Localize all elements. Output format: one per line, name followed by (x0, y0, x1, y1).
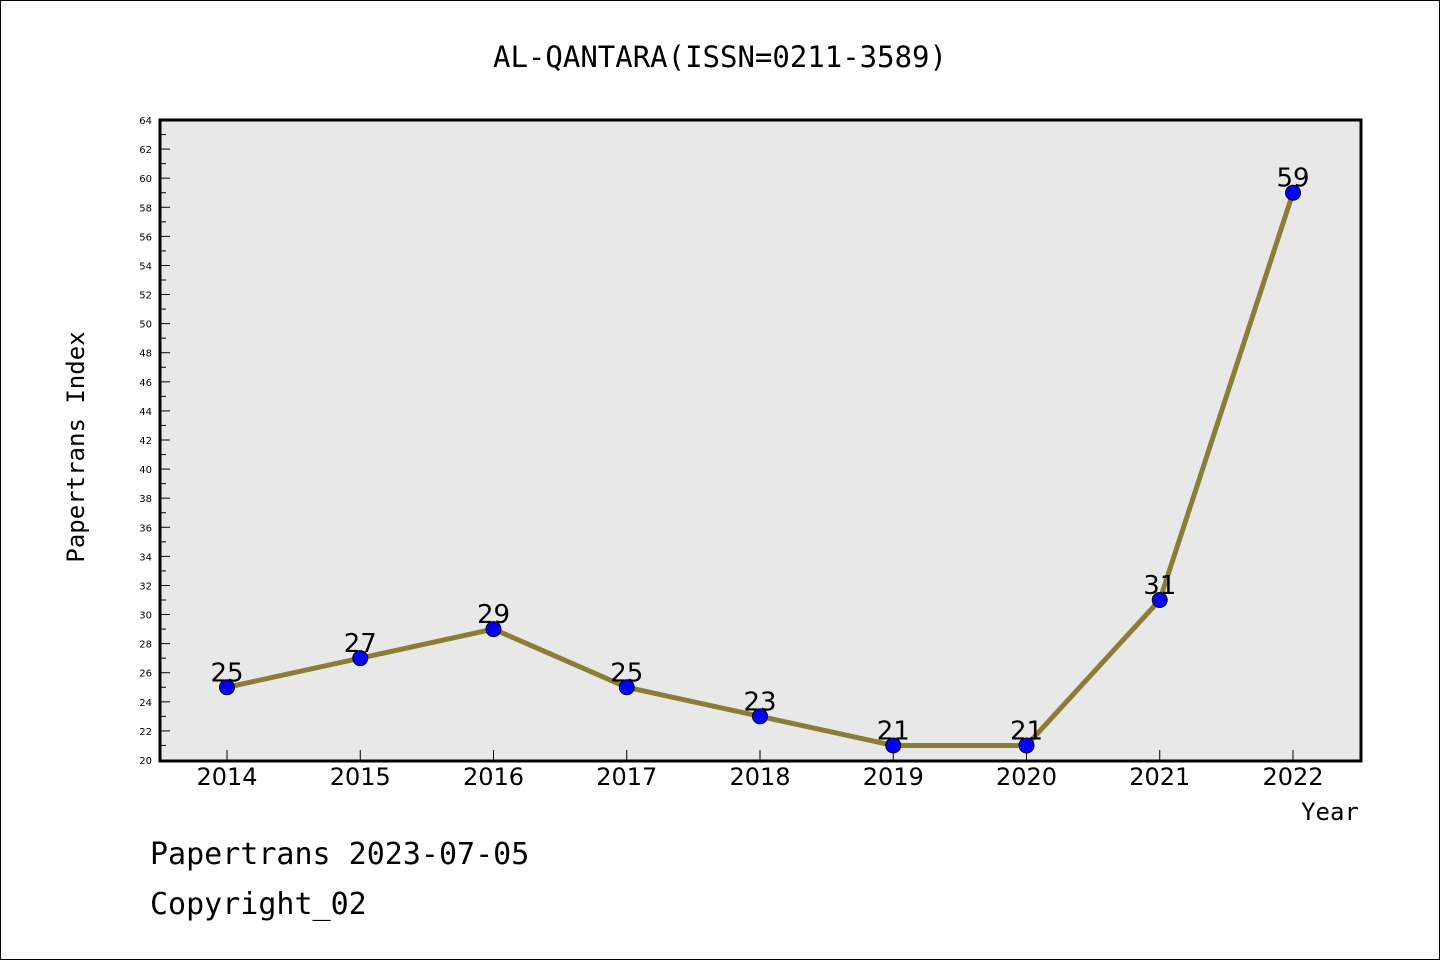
x-tick-label: 2017 (596, 763, 657, 791)
data-point (885, 737, 902, 754)
y-tick-label: 54 (139, 261, 152, 272)
data-label: 31 (1143, 571, 1176, 601)
data-label: 21 (1010, 716, 1043, 746)
x-tick-label: 2019 (863, 763, 924, 791)
x-tick-label: 2015 (330, 763, 391, 791)
x-axis: 2014 2015 2016 2017 2018 2019 2020 2021 2022 (196, 750, 1324, 791)
y-tick-label: 20 (139, 756, 152, 767)
y-tick-label: 56 (139, 232, 152, 243)
y-tick-label: 48 (139, 349, 152, 360)
x-tick-label: 2022 (1262, 763, 1323, 791)
data-label: 23 (743, 687, 776, 717)
chart-title: AL-QANTARA(ISSN=0211-3589) (493, 40, 947, 74)
marker-group (219, 184, 1301, 754)
y-tick-label: 30 (139, 611, 152, 622)
x-tick-label: 2020 (996, 763, 1057, 791)
y-tick-label: 44 (139, 407, 152, 418)
y-tick-label: 64 (139, 116, 152, 127)
y-tick-label: 34 (139, 552, 152, 563)
data-label: 27 (344, 629, 377, 659)
data-point (1285, 184, 1301, 201)
footer-date: Papertrans 2023-07-05 (150, 837, 529, 872)
data-point (219, 679, 235, 696)
data-point (352, 650, 369, 667)
y-tick-label: 62 (139, 145, 152, 156)
data-label: 25 (610, 658, 643, 688)
y-tick-label: 46 (139, 378, 152, 389)
x-axis-label: Year (1301, 798, 1359, 826)
y-tick-label: 26 (139, 669, 152, 680)
y-tick-label: 38 (139, 494, 152, 505)
data-point (485, 621, 502, 638)
data-point (752, 708, 768, 725)
x-tick-label: 2014 (196, 763, 257, 791)
y-axis: 20 22 24 26 28 30 32 34 36 38 40 42 44 46 48 50 52 54 56 58… (139, 116, 170, 767)
y-tick-label: 24 (139, 698, 152, 709)
x-tick-label: 2018 (729, 763, 790, 791)
y-axis-label: Papertrans Index (62, 331, 90, 562)
y-tick-label: 22 (139, 727, 152, 738)
y-tick-label: 32 (139, 581, 152, 592)
x-tick-label: 2016 (463, 763, 524, 791)
data-point (1151, 592, 1168, 608)
y-tick-label: 50 (139, 320, 152, 331)
y-tick-label: 28 (139, 640, 152, 651)
footer-copyright: Copyright_02 (150, 887, 367, 922)
data-label-group: 25 27 29 25 23 21 21 31 59 (210, 164, 1309, 747)
y-tick-label: 42 (139, 436, 152, 447)
data-label: 21 (877, 716, 910, 746)
x-tick-label: 2021 (1129, 763, 1190, 791)
y-tick-label: 52 (139, 291, 152, 302)
y-tick-label: 40 (139, 465, 152, 476)
y-tick-label: 58 (139, 203, 152, 214)
y-tick-label: 60 (139, 174, 152, 185)
data-label: 25 (210, 658, 243, 688)
data-point (618, 679, 635, 696)
y-tick-label: 36 (139, 523, 152, 534)
data-label: 59 (1276, 164, 1309, 194)
data-label: 29 (477, 600, 510, 630)
data-point (1018, 737, 1035, 754)
